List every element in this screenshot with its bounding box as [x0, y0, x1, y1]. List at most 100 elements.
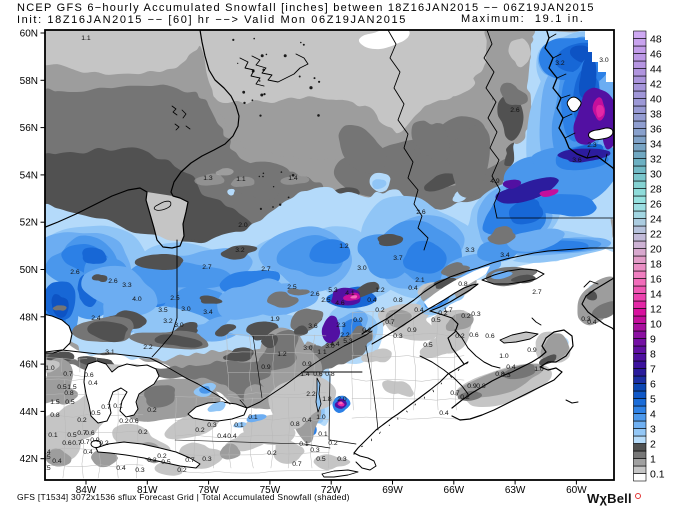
- svg-text:3.3: 3.3: [465, 247, 475, 254]
- svg-text:0.5: 0.5: [161, 459, 171, 466]
- svg-text:0.8: 0.8: [393, 297, 403, 304]
- svg-text:0.3: 0.3: [471, 311, 481, 318]
- svg-text:14: 14: [650, 288, 662, 300]
- svg-text:1.2: 1.2: [375, 287, 385, 294]
- svg-text:72W: 72W: [321, 485, 342, 496]
- svg-text:58N: 58N: [20, 76, 38, 87]
- svg-text:0.7: 0.7: [101, 404, 111, 411]
- svg-text:69W: 69W: [382, 485, 403, 496]
- svg-text:0.4: 0.4: [302, 417, 312, 424]
- svg-text:48N: 48N: [20, 312, 38, 323]
- svg-text:0.3: 0.3: [147, 457, 157, 464]
- svg-text:0.4: 0.4: [587, 319, 597, 326]
- svg-text:3.7: 3.7: [393, 255, 403, 262]
- svg-text:3: 3: [650, 423, 656, 435]
- svg-text:0.5: 0.5: [431, 317, 441, 324]
- svg-text:18: 18: [650, 258, 662, 270]
- svg-text:2.5: 2.5: [321, 297, 331, 304]
- svg-text:0.5: 0.5: [67, 432, 77, 439]
- svg-text:0.4: 0.4: [83, 449, 93, 456]
- svg-text:0.6: 0.6: [485, 333, 495, 340]
- svg-text:5.3: 5.3: [343, 338, 353, 345]
- svg-text:1.0: 1.0: [45, 365, 55, 372]
- svg-text:3.0: 3.0: [181, 306, 191, 313]
- svg-text:0.4: 0.4: [52, 458, 62, 465]
- svg-text:0.7: 0.7: [292, 461, 302, 468]
- svg-text:3.6: 3.6: [308, 323, 318, 330]
- svg-text:2: 2: [650, 438, 656, 450]
- svg-text:63W: 63W: [505, 485, 526, 496]
- svg-text:0.3: 0.3: [135, 467, 145, 474]
- svg-text:0.4: 0.4: [41, 449, 51, 456]
- svg-text:0.4: 0.4: [414, 307, 424, 314]
- svg-text:0.9: 0.9: [90, 437, 100, 444]
- svg-text:0.8: 0.8: [325, 371, 335, 378]
- svg-text:4.6: 4.6: [335, 300, 345, 307]
- svg-text:40: 40: [650, 93, 662, 105]
- svg-text:22: 22: [650, 228, 662, 240]
- svg-text:0.5: 0.5: [41, 465, 51, 472]
- svg-text:1.0: 1.0: [534, 366, 544, 373]
- svg-text:38: 38: [650, 108, 662, 120]
- svg-text:42: 42: [650, 78, 662, 90]
- svg-text:0.2: 0.2: [77, 417, 87, 424]
- svg-text:34: 34: [650, 138, 662, 150]
- svg-text:9: 9: [650, 333, 656, 345]
- svg-text:44N: 44N: [20, 407, 38, 418]
- svg-text:0.9: 0.9: [527, 347, 537, 354]
- svg-text:0.1: 0.1: [113, 403, 123, 410]
- svg-text:3.0: 3.0: [174, 322, 184, 329]
- svg-text:0.7: 0.7: [77, 430, 87, 437]
- svg-text:0.8: 0.8: [476, 383, 486, 390]
- svg-text:0.9: 0.9: [467, 383, 477, 390]
- svg-text:0.7: 0.7: [80, 439, 90, 446]
- svg-text:32: 32: [650, 153, 662, 165]
- svg-text:20: 20: [650, 243, 662, 255]
- svg-text:0.9: 0.9: [261, 364, 271, 371]
- svg-text:3.1: 3.1: [105, 349, 115, 356]
- svg-text:0.9: 0.9: [353, 317, 363, 324]
- svg-text:0.1: 0.1: [248, 414, 258, 421]
- svg-text:28: 28: [650, 183, 662, 195]
- svg-text:1.8: 1.8: [322, 396, 332, 403]
- svg-text:3.0: 3.0: [599, 57, 609, 64]
- svg-text:0.1: 0.1: [234, 422, 244, 429]
- svg-text:8: 8: [650, 348, 656, 360]
- svg-text:44: 44: [650, 63, 662, 75]
- svg-text:1.1: 1.1: [81, 35, 91, 42]
- svg-text:2.0: 2.0: [337, 396, 347, 403]
- svg-text:2.6: 2.6: [310, 291, 320, 298]
- svg-text:0.9: 0.9: [407, 327, 417, 334]
- svg-text:60W: 60W: [566, 485, 587, 496]
- svg-text:66W: 66W: [444, 485, 465, 496]
- svg-text:0.5: 0.5: [65, 399, 75, 406]
- svg-text:0.2: 0.2: [455, 333, 465, 340]
- svg-text:3.3: 3.3: [122, 282, 132, 289]
- svg-text:1.5: 1.5: [50, 399, 60, 406]
- svg-text:0.2: 0.2: [195, 427, 205, 434]
- svg-text:1.5: 1.5: [67, 384, 77, 391]
- svg-text:30: 30: [650, 168, 662, 180]
- svg-text:0.2: 0.2: [328, 440, 338, 447]
- svg-text:0.3: 0.3: [337, 456, 347, 463]
- svg-text:0.2: 0.2: [177, 467, 187, 474]
- svg-text:16: 16: [650, 273, 662, 285]
- svg-text:0.8: 0.8: [458, 281, 468, 288]
- svg-text:0.7: 0.7: [450, 390, 460, 397]
- svg-text:0.4: 0.4: [408, 285, 418, 292]
- svg-text:56N: 56N: [20, 123, 38, 134]
- svg-text:2.3: 2.3: [336, 322, 346, 329]
- svg-text:4: 4: [650, 408, 656, 420]
- svg-text:2.4: 2.4: [91, 315, 101, 322]
- svg-text:2.2: 2.2: [143, 344, 153, 351]
- svg-text:0.1: 0.1: [318, 431, 328, 438]
- svg-text:0.4: 0.4: [439, 410, 449, 417]
- svg-text:2.2: 2.2: [340, 332, 350, 339]
- svg-text:54N: 54N: [20, 170, 38, 181]
- svg-text:0.2: 0.2: [362, 327, 372, 334]
- svg-text:0.1: 0.1: [299, 441, 309, 448]
- svg-text:0.4: 0.4: [217, 433, 227, 440]
- svg-text:0.6: 0.6: [84, 372, 94, 379]
- svg-text:0.1: 0.1: [48, 432, 58, 439]
- svg-text:3.6: 3.6: [572, 157, 582, 164]
